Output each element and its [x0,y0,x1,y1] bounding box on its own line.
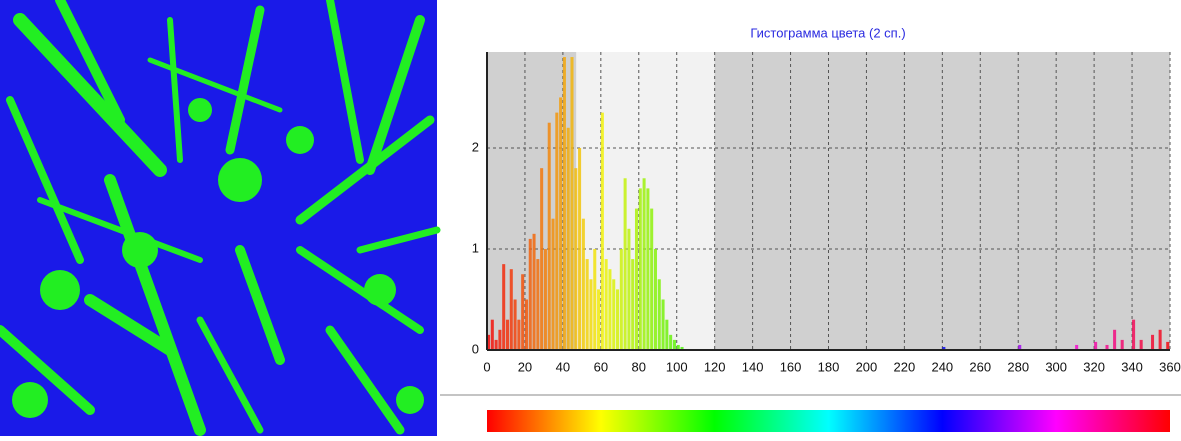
histogram-bar [1151,334,1155,350]
histogram-bar [1158,329,1162,350]
x-tick-label: 260 [969,359,991,374]
histogram-bar [612,279,616,350]
histogram-bar [574,168,578,350]
x-tick-label: 300 [1045,359,1067,374]
histogram-bar [665,319,669,350]
histogram-bar [509,269,513,350]
x-tick-label: 180 [818,359,840,374]
histogram-bar [589,279,593,350]
histogram-bar [942,346,946,350]
histogram-bar [502,264,506,350]
histogram-bar [638,188,642,350]
x-tick-label: 100 [666,359,688,374]
segmented-image [0,0,441,436]
histogram-bar [627,228,631,350]
x-tick-label: 280 [1007,359,1029,374]
histogram-bar [1113,329,1117,350]
histogram-bar [521,274,525,350]
histogram-bar [578,147,582,350]
x-tick-label: 60 [594,359,608,374]
histogram-bar [524,299,528,350]
x-tick-label: 200 [856,359,878,374]
histogram-bar [555,112,559,350]
histogram-bar [490,319,494,350]
histogram-bar [494,339,498,350]
histogram-bar [570,57,574,351]
x-tick-label: 0 [483,359,490,374]
histogram-bar [650,208,654,350]
histogram-bar [631,259,635,350]
y-tick-label: 0 [472,341,479,356]
histogram-bar [585,259,589,350]
histogram-bar [1120,339,1124,350]
x-tick-label: 340 [1121,359,1143,374]
x-tick-label: 140 [742,359,764,374]
histogram-bar [543,248,547,350]
histogram-bar [669,334,673,350]
histogram-bar [600,112,604,350]
histogram-bar [566,127,570,350]
histogram-bar [672,339,676,350]
x-tick-label: 40 [556,359,570,374]
x-tick-label: 240 [931,359,953,374]
histogram-bar [540,168,544,350]
histogram-bar [517,319,521,350]
histogram-bar [562,57,566,351]
x-tick-label: 360 [1159,359,1181,374]
histogram-bar [604,259,608,350]
histogram-bar [1075,344,1079,350]
histogram-bar [528,238,532,350]
hue-colorbar [487,410,1170,432]
x-tick-label: 220 [894,359,916,374]
histogram-bar [597,289,601,350]
histogram-bar [642,178,646,350]
histogram-bar [551,218,555,350]
x-tick-label: 160 [780,359,802,374]
histogram-bar [1166,341,1170,350]
x-tick-label: 20 [518,359,532,374]
histogram-bar [1132,319,1136,350]
histogram-bar [532,233,536,350]
histogram-bar [608,269,612,350]
histogram-bar [559,97,563,350]
x-tick-label: 320 [1083,359,1105,374]
x-tick-label: 80 [632,359,646,374]
histogram-bar [536,259,540,350]
histogram-bar [498,329,502,350]
histogram-bar [1094,341,1098,350]
histogram-bar [676,344,680,350]
histogram-bar [661,299,665,350]
histogram-bar [1139,339,1143,350]
histogram-bar [619,248,623,350]
histogram-bar [616,289,620,350]
y-tick-label: 1 [472,240,479,255]
histogram-bar [646,188,650,350]
histogram-bar [1018,344,1022,350]
histogram-bar [623,178,627,350]
histogram-bar [1105,344,1109,350]
x-tick-label: 120 [704,359,726,374]
y-tick-label: 2 [472,139,479,154]
histogram-bar [593,248,597,350]
histogram-bar [657,279,661,350]
histogram-bar [634,208,639,350]
histogram-bar [487,334,491,350]
histogram-bar [547,122,551,351]
histogram-bar [505,319,510,350]
histogram-bar [680,346,684,350]
histogram-bar [513,299,517,350]
chart-title: Гистограмма цвета (2 сп.) [750,25,905,40]
histogram-bar [581,218,585,350]
histogram-bar [653,248,657,350]
